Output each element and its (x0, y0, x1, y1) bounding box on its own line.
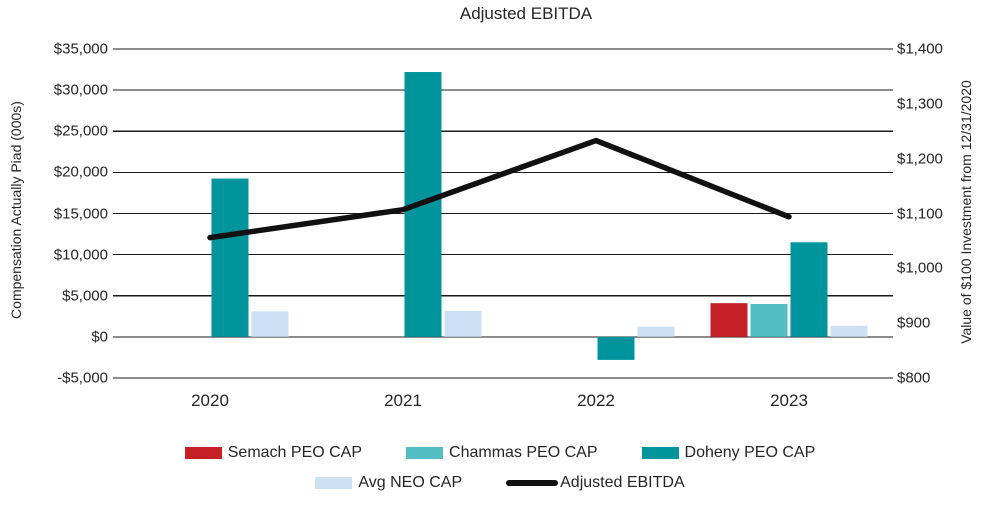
bar-doheny-peo-cap-2023 (790, 242, 828, 337)
legend-color-swatch-icon (184, 447, 222, 459)
bar-chammas-peo-cap-2023 (750, 303, 788, 337)
right-axis-tick: $800 (897, 369, 931, 387)
right-axis-tick: $1,200 (897, 150, 943, 168)
bar-doheny-peo-cap-2020 (211, 178, 249, 337)
legend-label: Chammas PEO CAP (449, 444, 598, 461)
x-axis-label: 2022 (577, 391, 615, 410)
legend-label: Semach PEO CAP (227, 444, 363, 461)
legend-item-chammas-peo-cap: Chammas PEO CAP (406, 444, 598, 462)
left-axis-tick: $35,000 (53, 40, 108, 58)
legend-label: Doheny PEO CAP (684, 444, 816, 461)
right-axis-tick: $900 (897, 314, 931, 332)
left-axis-tick: $30,000 (53, 81, 108, 99)
left-axis-tick: $15,000 (53, 205, 108, 222)
left-axis-tick: -$5,000 (57, 369, 108, 387)
line-series-group (207, 137, 792, 241)
bar-avg-neo-cap-2021 (444, 310, 482, 337)
line-adjusted-ebitda (207, 137, 792, 241)
legend-item-adjusted-ebitda: Adjusted EBITDA (506, 474, 685, 492)
right-axis-tick: $1,300 (897, 95, 943, 113)
bar-avg-neo-cap-2022 (637, 326, 675, 337)
left-axis-tick: $10,000 (53, 246, 108, 264)
legend-color-swatch-icon (406, 447, 444, 459)
bar-series-group (211, 72, 868, 360)
left-axis-tick: $20,000 (53, 163, 108, 181)
bar-avg-neo-cap-2020 (251, 311, 289, 337)
x-axis-label: 2023 (770, 391, 808, 410)
legend-color-swatch-icon (315, 477, 353, 489)
right-axis-tick: $1,000 (897, 259, 943, 277)
left-axis-tick: $0 (91, 328, 108, 346)
legend-row: Semach PEO CAP Chammas PEO CAP Doheny PEO … (184, 444, 816, 462)
bar-avg-neo-cap-2023 (830, 325, 868, 337)
legend-item-avg-neo-cap: Avg NEO CAP (315, 474, 462, 492)
right-axis-tick: $1,100 (897, 205, 943, 222)
legend-label: Adjusted EBITDA (560, 474, 685, 491)
chart-title: Adjusted EBITDA (459, 4, 593, 23)
legend-row: Avg NEO CAP Adjusted EBITDA (315, 474, 685, 492)
legend-item-semach-peo-cap: Semach PEO CAP (184, 444, 363, 462)
legend-label: Avg NEO CAP (358, 474, 463, 491)
x-axis-label: 2021 (384, 391, 422, 410)
right-axis-tick: $1,400 (897, 40, 943, 58)
legend-line-swatch-icon (506, 480, 559, 486)
bar-semach-peo-cap-2023 (710, 303, 748, 337)
legend: Semach PEO CAP Chammas PEO CAP Doheny PEO … (90, 444, 910, 492)
bar-doheny-peo-cap-2022 (597, 336, 635, 360)
left-axis-tick: $25,000 (53, 122, 108, 140)
x-axis-label: 2020 (191, 391, 229, 410)
legend-item-doheny-peo-cap: Doheny PEO CAP (641, 444, 816, 462)
legend-color-swatch-icon (641, 447, 679, 459)
left-axis-tick: $5,000 (62, 287, 108, 305)
